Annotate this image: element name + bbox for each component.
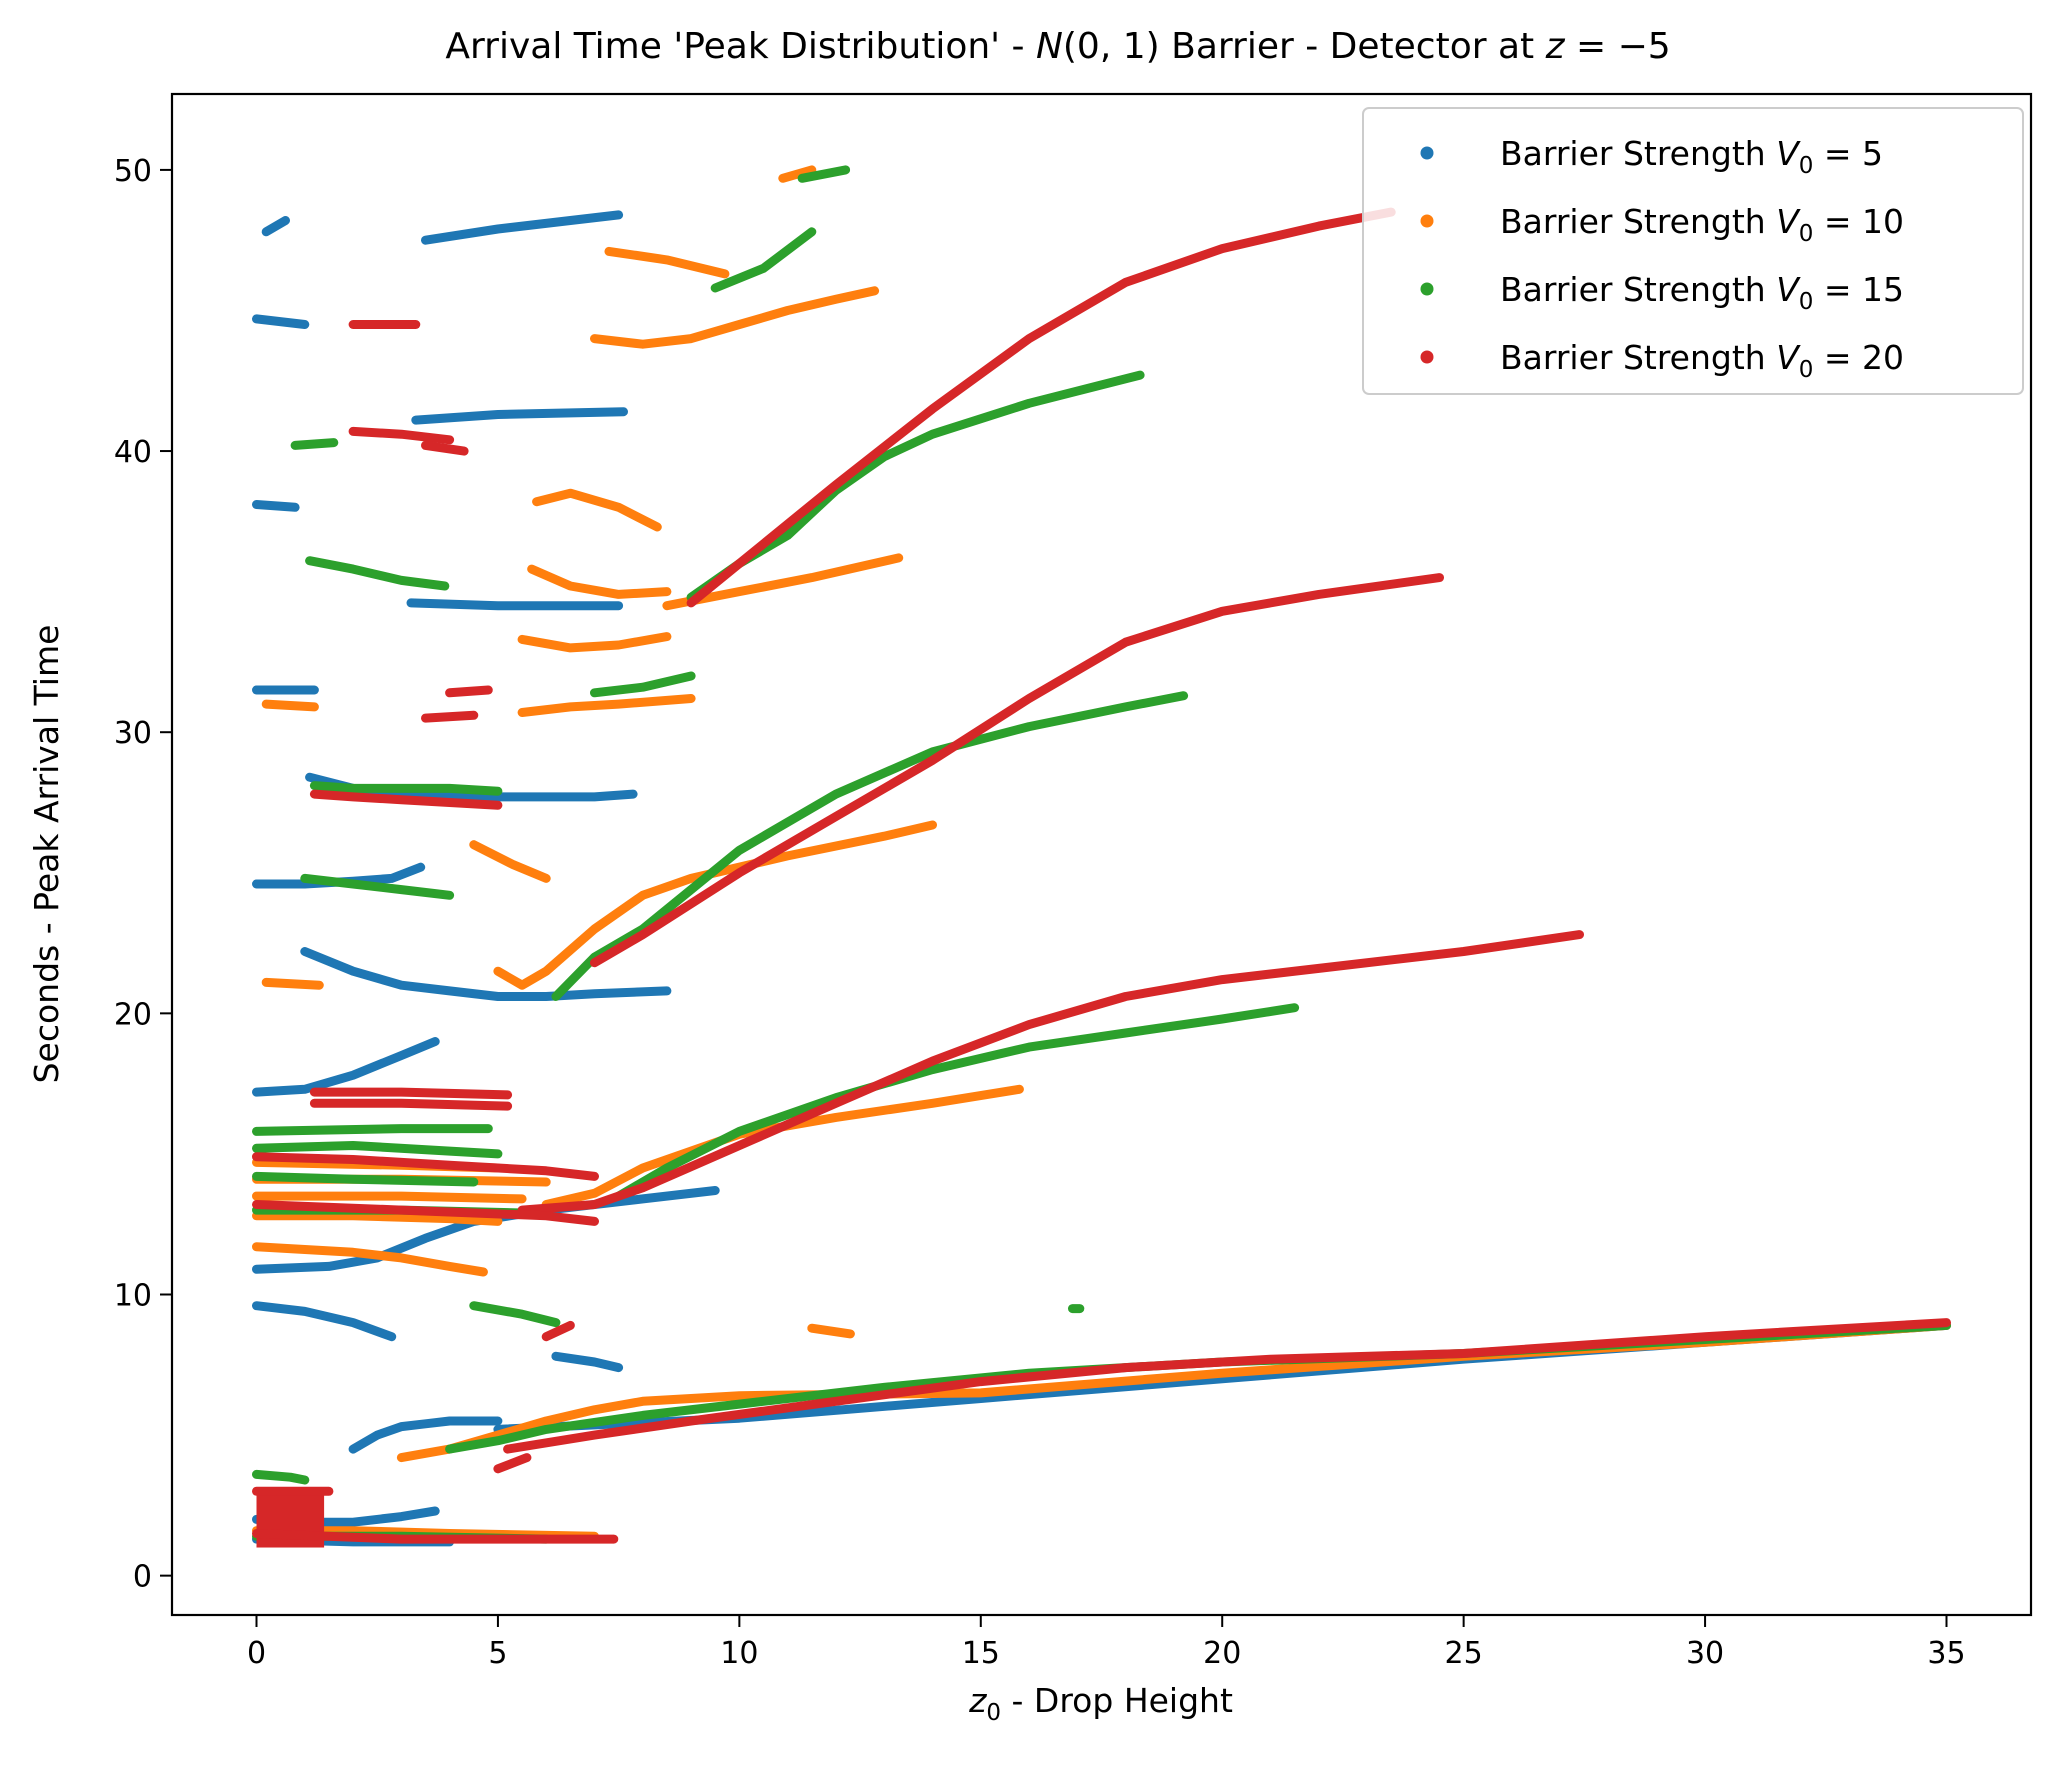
series-4-points-10: [348, 426, 455, 445]
legend-marker: [1420, 214, 1434, 228]
series-4-points-15: [252, 1529, 619, 1544]
series-1-points-7: [300, 947, 672, 1001]
series-3-points-2: [614, 1003, 1300, 1201]
chart-title: Arrival Time 'Peak Distribution' - N(0, …: [445, 26, 1670, 67]
legend-marker: [1420, 282, 1434, 296]
legend-label: Barrier Strength V0 = 5: [1500, 134, 1883, 179]
series-3-points-9: [252, 1141, 503, 1159]
series-3-points-5: [300, 873, 455, 900]
x-tick-label: 20: [1203, 1636, 1241, 1671]
y-tick-label: 10: [114, 1278, 152, 1313]
series-3-points-17: [252, 1469, 310, 1485]
x-tick-label: 30: [1686, 1636, 1724, 1671]
series-1-points-12: [252, 500, 300, 512]
series-3-points-11: [252, 1171, 479, 1187]
series-4-points-4: [686, 207, 1396, 608]
y-tick-label: 50: [114, 154, 152, 189]
series-2-points-16: [604, 246, 730, 279]
series-3-points-13: [469, 1301, 561, 1328]
series-4: [252, 207, 1951, 1548]
series-2-points-14: [532, 488, 662, 532]
series-4-points-3: [590, 573, 1444, 968]
series-1-points-6: [252, 1037, 440, 1097]
series-3-points-7: [305, 556, 450, 591]
series-1-points-11: [406, 598, 624, 611]
x-tick-label: 15: [962, 1636, 1000, 1671]
series-2-points-18: [261, 977, 324, 990]
series-2-points-20: [807, 1323, 855, 1339]
series-3-points-8: [290, 438, 339, 450]
series-4-points-7: [309, 1098, 513, 1111]
x-tick-label: 25: [1445, 1636, 1483, 1671]
y-tick-label: 30: [114, 716, 152, 751]
legend: Barrier Strength V0 = 5 Barrier Strength …: [1362, 107, 2024, 395]
series-4-points-9: [309, 789, 503, 810]
series-1-points-16: [261, 216, 290, 237]
series-2-points-10: [517, 694, 696, 717]
legend-label: Barrier Strength V0 = 15: [1500, 270, 1904, 315]
legend-entry-2: Barrier Strength V0 = 10: [1420, 202, 1904, 247]
series-2-points-19: [261, 699, 319, 712]
series-1-points-5: [252, 1186, 720, 1274]
series-4-points-5: [252, 1152, 599, 1181]
series-4-points-17: [493, 1453, 532, 1474]
series-2-points-9: [469, 840, 551, 883]
series-2-points-15: [590, 286, 880, 349]
series-3-points-3: [551, 691, 1189, 1001]
series-2-points-17: [778, 165, 817, 183]
series-2-points-13: [527, 564, 672, 599]
series-4-points-13: [421, 710, 479, 723]
series-1-points-2: [348, 1416, 503, 1454]
series-2-points-2: [252, 1242, 488, 1277]
series-3-points-6: [309, 781, 503, 796]
series-4-points-1: [503, 1318, 1951, 1454]
series-4-points-8: [309, 1087, 513, 1100]
series-1-points-13: [411, 407, 628, 425]
series-3-points-15: [710, 227, 817, 293]
series-4-points-11: [421, 440, 469, 456]
x-tick-label: 0: [247, 1636, 266, 1671]
legend-label: Barrier Strength V0 = 10: [1500, 202, 1904, 247]
x-tick-label: 35: [1927, 1636, 1965, 1671]
data-layer: [252, 165, 1951, 1548]
x-axis-label: z0 - Drop Height: [968, 1681, 1233, 1726]
legend-label: Barrier Strength V0 = 20: [1500, 338, 1904, 383]
series-2-points-3: [252, 1211, 503, 1226]
series-1-points-4: [551, 1351, 624, 1373]
y-tick-label: 40: [114, 435, 152, 470]
series-4-points-18: [541, 1320, 575, 1342]
legend-entry-3: Barrier Strength V0 = 15: [1420, 270, 1904, 315]
series-2-points-11: [517, 632, 672, 653]
series-3-points-14: [590, 671, 696, 698]
legend-box: [1362, 107, 2024, 395]
plot-frame: [170, 92, 2033, 1617]
y-axis-label: Seconds - Peak Arrival Time: [27, 625, 66, 1084]
legend-marker: [1420, 350, 1434, 364]
series-4-points-2: [517, 930, 1584, 1215]
series-1-points-14: [252, 314, 310, 329]
series-1-points-3: [252, 1301, 397, 1342]
series-2-points-8: [493, 820, 937, 990]
y-tick-label: 20: [114, 997, 152, 1032]
legend-entry-1: Barrier Strength V0 = 5: [1420, 134, 1883, 179]
series-4-points-14: [445, 685, 493, 698]
legend-entry-4: Barrier Strength V0 = 20: [1420, 338, 1904, 383]
series-3-points-16: [797, 165, 851, 183]
x-tick-label: 5: [488, 1636, 507, 1671]
series-1-points-15: [421, 210, 624, 245]
series-2-points-4: [252, 1191, 527, 1204]
series-4-points-6: [252, 1200, 599, 1226]
x-axis: 0 5 10 15 20 25 30 35: [247, 1615, 1966, 1671]
series-3-points-12: [252, 1124, 493, 1136]
y-axis: 0 10 20 30 40 50: [114, 154, 172, 1595]
x-tick-label: 10: [720, 1636, 758, 1671]
legend-marker: [1420, 146, 1434, 160]
y-tick-label: 0: [133, 1560, 152, 1595]
